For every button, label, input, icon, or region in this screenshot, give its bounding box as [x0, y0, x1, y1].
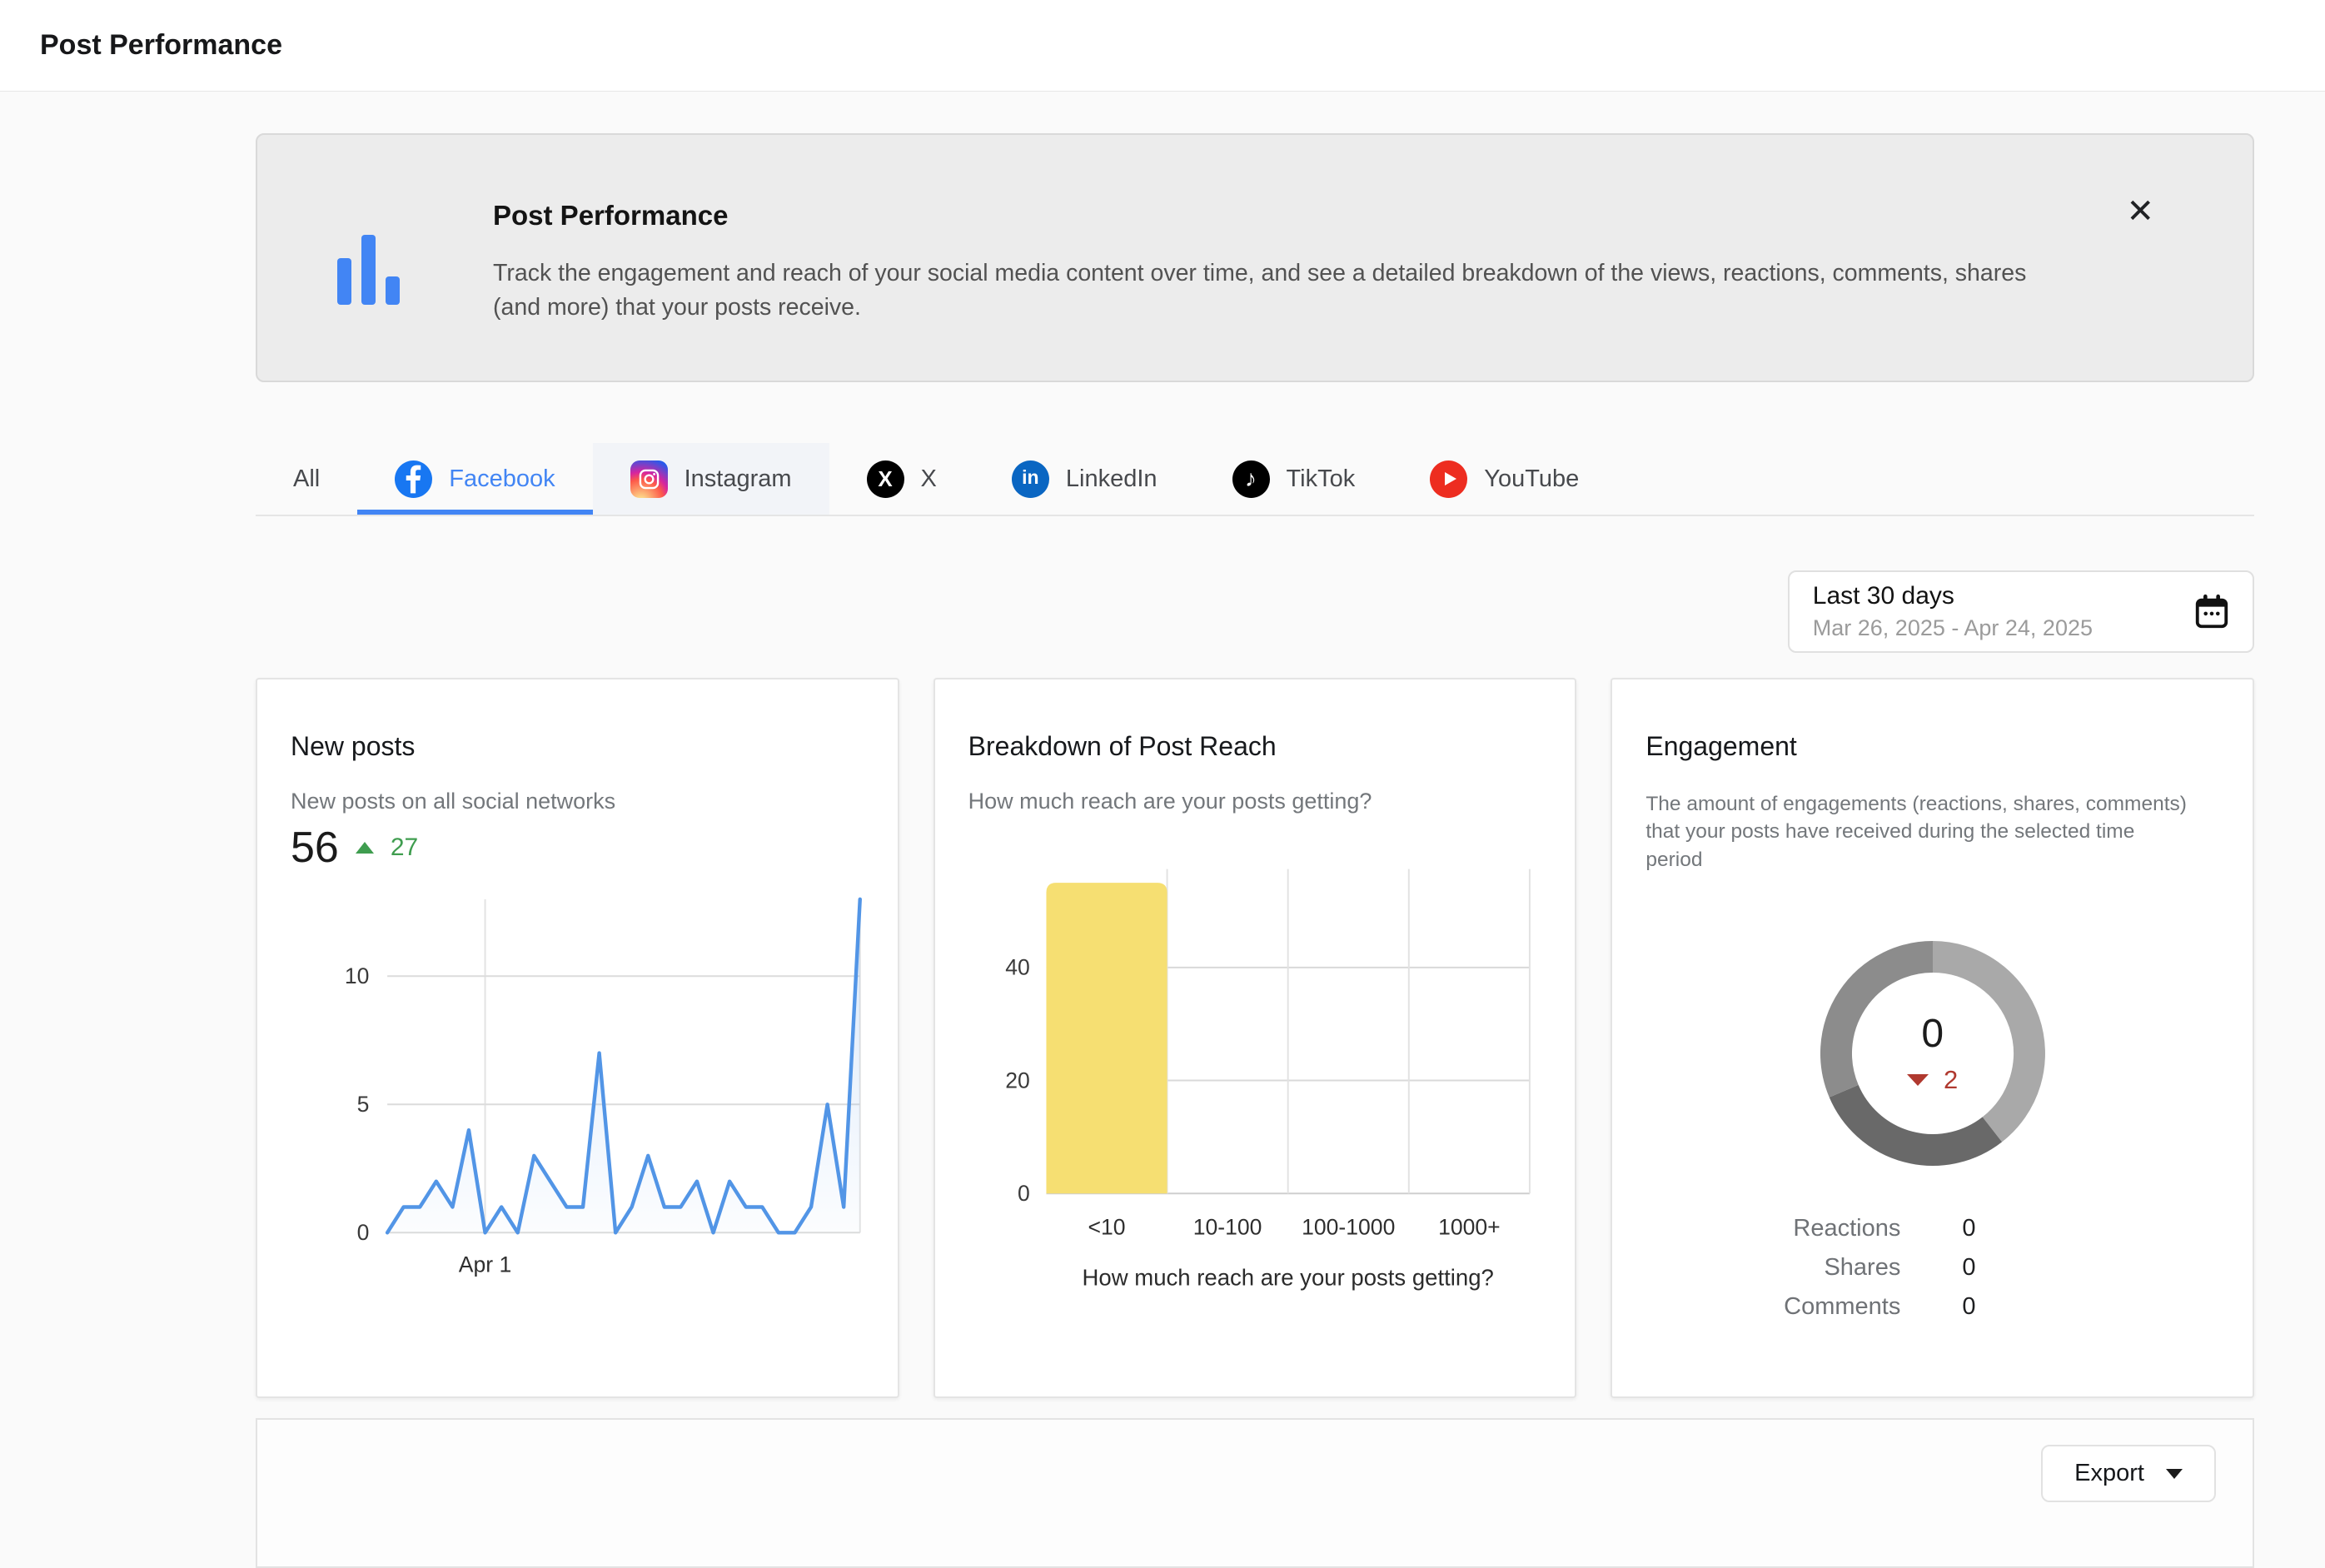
legend-label: Shares [1824, 1253, 1901, 1281]
chevron-down-icon [2166, 1468, 2183, 1479]
legend-value: 0 [1962, 1214, 1976, 1242]
export-button[interactable]: Export [2041, 1445, 2216, 1502]
svg-text:10-100: 10-100 [1192, 1214, 1262, 1239]
date-range-picker[interactable]: Last 30 days Mar 26, 2025 - Apr 24, 2025 [1787, 570, 2254, 653]
new-posts-line-chart: Apr 1 0 5 10 [345, 897, 862, 1277]
footer-bar: Export [256, 1418, 2254, 1568]
tab-label: YouTube [1484, 465, 1580, 492]
delta-down-icon [1907, 1074, 1929, 1087]
tab-all[interactable]: All [256, 443, 357, 515]
tab-label: Facebook [449, 465, 555, 492]
main-content: Post Performance Track the engagement an… [0, 133, 2325, 1568]
card-subtitle: New posts on all social networks [291, 789, 616, 814]
tab-youtube[interactable]: YouTube [1392, 443, 1616, 515]
export-label: Export [2074, 1460, 2144, 1486]
legend-label: Comments [1784, 1292, 1901, 1320]
youtube-icon [1430, 460, 1468, 498]
app-header: Post Performance [0, 0, 2325, 92]
legend-label: Reactions [1793, 1214, 1901, 1242]
tab-label: X [920, 465, 937, 492]
date-range-label: Last 30 days [1812, 582, 1954, 610]
facebook-icon [395, 460, 433, 498]
new-posts-delta: 27 [390, 834, 419, 861]
tab-linkedin[interactable]: in LinkedIn [974, 443, 1195, 515]
close-icon[interactable]: ✕ [2126, 193, 2154, 230]
tab-facebook[interactable]: Facebook [357, 443, 592, 515]
engagement-delta-row: 2 [1907, 1065, 1958, 1095]
card-title: New posts [291, 731, 416, 761]
cards-row: New posts New posts on all social networ… [256, 678, 2255, 1398]
date-filter-row: Last 30 days Mar 26, 2025 - Apr 24, 2025 [256, 570, 2254, 653]
card-description: The amount of engagements (reactions, sh… [1645, 793, 2187, 871]
svg-text:<10: <10 [1088, 1214, 1125, 1239]
svg-text:10: 10 [345, 963, 370, 988]
banner-description: Track the engagement and reach of your s… [493, 260, 2027, 321]
date-range-value: Mar 26, 2025 - Apr 24, 2025 [1812, 615, 2093, 640]
tiktok-icon: ♪ [1232, 460, 1270, 498]
x-icon: X [866, 460, 904, 498]
tab-tiktok[interactable]: ♪ TikTok [1195, 443, 1393, 515]
post-reach-bar-chart: 0 20 40 <10 10-100 100-1000 1000+ How much reac… [1005, 869, 1531, 1290]
engagement-legend: Reactions 0 Shares 0 Comments 0 [1645, 1215, 2219, 1321]
svg-text:How much reach are your posts: How much reach are your posts getting? [1082, 1264, 1493, 1290]
card-title: Engagement [1645, 731, 1797, 761]
svg-text:5: 5 [357, 1092, 370, 1117]
date-range-text: Last 30 days Mar 26, 2025 - Apr 24, 2025 [1813, 582, 2093, 641]
info-banner: Post Performance Track the engagement an… [256, 133, 2254, 382]
donut-center: 0 2 [1791, 912, 2074, 1195]
engagement-donut-chart [1820, 940, 2045, 1166]
new-posts-count: 56 [291, 824, 339, 872]
svg-text:100-1000: 100-1000 [1302, 1214, 1395, 1239]
legend-value: 0 [1962, 1292, 1976, 1320]
engagement-donut: 0 2 [1791, 912, 2074, 1195]
svg-text:1000+: 1000+ [1438, 1214, 1501, 1239]
page-title: Post Performance [40, 29, 282, 61]
delta-up-icon [355, 842, 374, 854]
post-reach-card: Breakdown of Post Reach How much reach a… [933, 678, 1577, 1398]
svg-text:0: 0 [1018, 1181, 1030, 1206]
engagement-delta: 2 [1944, 1065, 1959, 1095]
instagram-icon [630, 460, 668, 498]
banner-title: Post Performance [493, 200, 729, 231]
svg-text:40: 40 [1005, 955, 1030, 980]
new-posts-card: New posts New posts on all social networ… [256, 678, 899, 1398]
calendar-icon [2193, 593, 2231, 631]
bar-chart-icon [337, 231, 400, 305]
tab-label: LinkedIn [1065, 465, 1158, 492]
tab-label: Instagram [684, 465, 792, 492]
tab-label: All [293, 465, 321, 492]
card-title: Breakdown of Post Reach [968, 731, 1277, 761]
tab-instagram[interactable]: Instagram [592, 443, 829, 515]
new-posts-metric: 56 27 [291, 823, 864, 873]
svg-text:Apr 1: Apr 1 [459, 1252, 511, 1277]
engagement-card: Engagement The amount of engagements (re… [1611, 678, 2255, 1398]
banner-text: Post Performance Track the engagement an… [493, 200, 2075, 381]
card-subtitle: How much reach are your posts getting? [968, 789, 1372, 814]
engagement-total: 0 [1921, 1012, 1944, 1057]
linkedin-icon: in [1011, 460, 1049, 498]
tab-label: TikTok [1286, 465, 1356, 492]
legend-value: 0 [1962, 1253, 1976, 1281]
svg-text:20: 20 [1005, 1068, 1030, 1093]
svg-text:0: 0 [357, 1220, 370, 1245]
